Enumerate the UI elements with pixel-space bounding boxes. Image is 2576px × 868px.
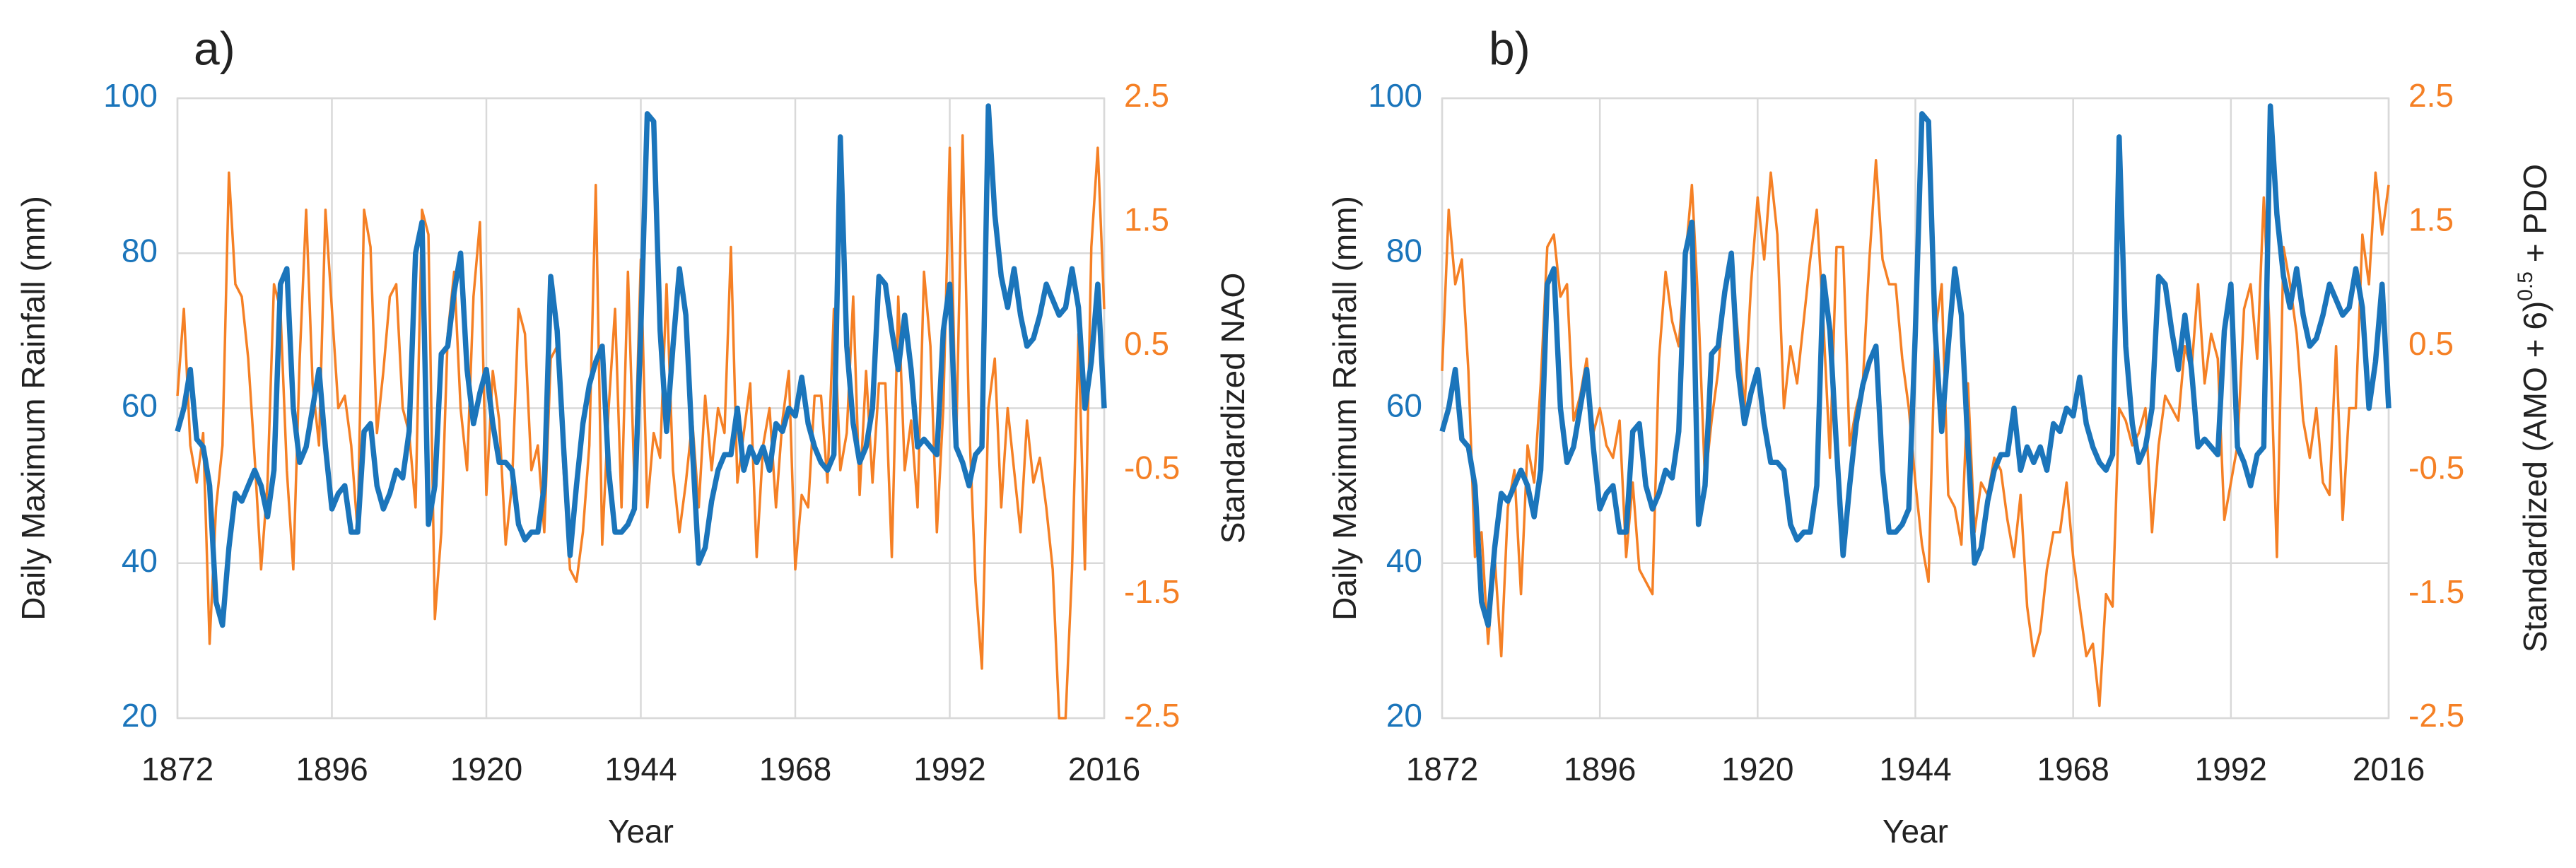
- y2-tick-label: 2.5: [2408, 77, 2454, 114]
- y2-axis-label: Standardized (AMO + 6)0.5 + PDO: [2514, 164, 2553, 652]
- y2-tick-label: 0.5: [2408, 325, 2454, 362]
- x-tick-label: 2016: [2353, 751, 2425, 787]
- y-tick-label: 60: [1386, 387, 1422, 424]
- series-line: [175, 103, 1107, 628]
- y2-tick-label: -0.5: [2408, 449, 2464, 486]
- x-tick-label: 1920: [450, 751, 522, 787]
- x-tick-label: 1968: [759, 751, 831, 787]
- y2-tick-label: -1.5: [2408, 573, 2464, 610]
- series-line: [1441, 158, 2390, 708]
- panel: 1872 1896 1920 1944 1968 1992 201620406080100-…: [1326, 22, 2553, 850]
- x-tick-label: 1896: [295, 751, 368, 787]
- y-tick-label: 20: [122, 697, 158, 734]
- panel: 1872 1896 1920 1944 1968 1992 201620406080100-…: [15, 22, 1251, 850]
- x-tick-label: 1920: [1721, 751, 1793, 787]
- y2-axis-label: Standardized NAO: [1214, 273, 1251, 544]
- y2-tick-label: -1.5: [1124, 573, 1180, 610]
- x-tick-label: 1896: [1564, 751, 1636, 787]
- y-tick-label: 20: [1386, 697, 1422, 734]
- y2-tick-label: 2.5: [1124, 77, 1169, 114]
- y2-tick-label: 1.5: [1124, 201, 1169, 238]
- x-tick-label: 1944: [604, 751, 677, 787]
- x-axis-label: Year: [1883, 813, 1948, 850]
- y2-tick-label: -2.5: [1124, 697, 1180, 734]
- y-tick-label: 60: [122, 387, 158, 424]
- panel-label: a): [194, 22, 235, 74]
- y2-axis-label-sup: 0.5: [2514, 271, 2537, 301]
- x-tick-label: 1992: [913, 751, 985, 787]
- y-tick-label: 40: [122, 542, 158, 579]
- y-tick-label: 100: [1368, 77, 1422, 114]
- x-axis-label: Year: [608, 813, 674, 850]
- x-tick-label: 1872: [1406, 751, 1478, 787]
- y-tick-label: 100: [103, 77, 158, 114]
- y2-tick-label: 1.5: [2408, 201, 2454, 238]
- x-tick-label: 2016: [1068, 751, 1140, 787]
- x-tick-label: 1872: [141, 751, 213, 787]
- x-tick-label: 1944: [1879, 751, 1951, 787]
- y2-tick-label: -0.5: [1124, 449, 1180, 486]
- y-tick-label: 80: [1386, 232, 1422, 269]
- y2-tick-label: 0.5: [1124, 325, 1169, 362]
- panel-label: b): [1489, 22, 1530, 74]
- y-axis-label: Daily Maximum Rainfall (mm): [1326, 196, 1363, 621]
- x-tick-label: 1968: [2037, 751, 2109, 787]
- y2-axis-label-main: Standardized NAO: [1214, 273, 1251, 544]
- x-tick-label: 1992: [2195, 751, 2267, 787]
- series-line: [1439, 103, 2391, 628]
- y-tick-label: 40: [1386, 542, 1422, 579]
- y2-axis-label-tail: + PDO: [2517, 164, 2553, 271]
- y2-tick-label: -2.5: [2408, 697, 2464, 734]
- y-tick-label: 80: [122, 232, 158, 269]
- y2-axis-label-main: Standardized (AMO + 6): [2517, 301, 2553, 652]
- y-axis-label: Daily Maximum Rainfall (mm): [15, 196, 52, 621]
